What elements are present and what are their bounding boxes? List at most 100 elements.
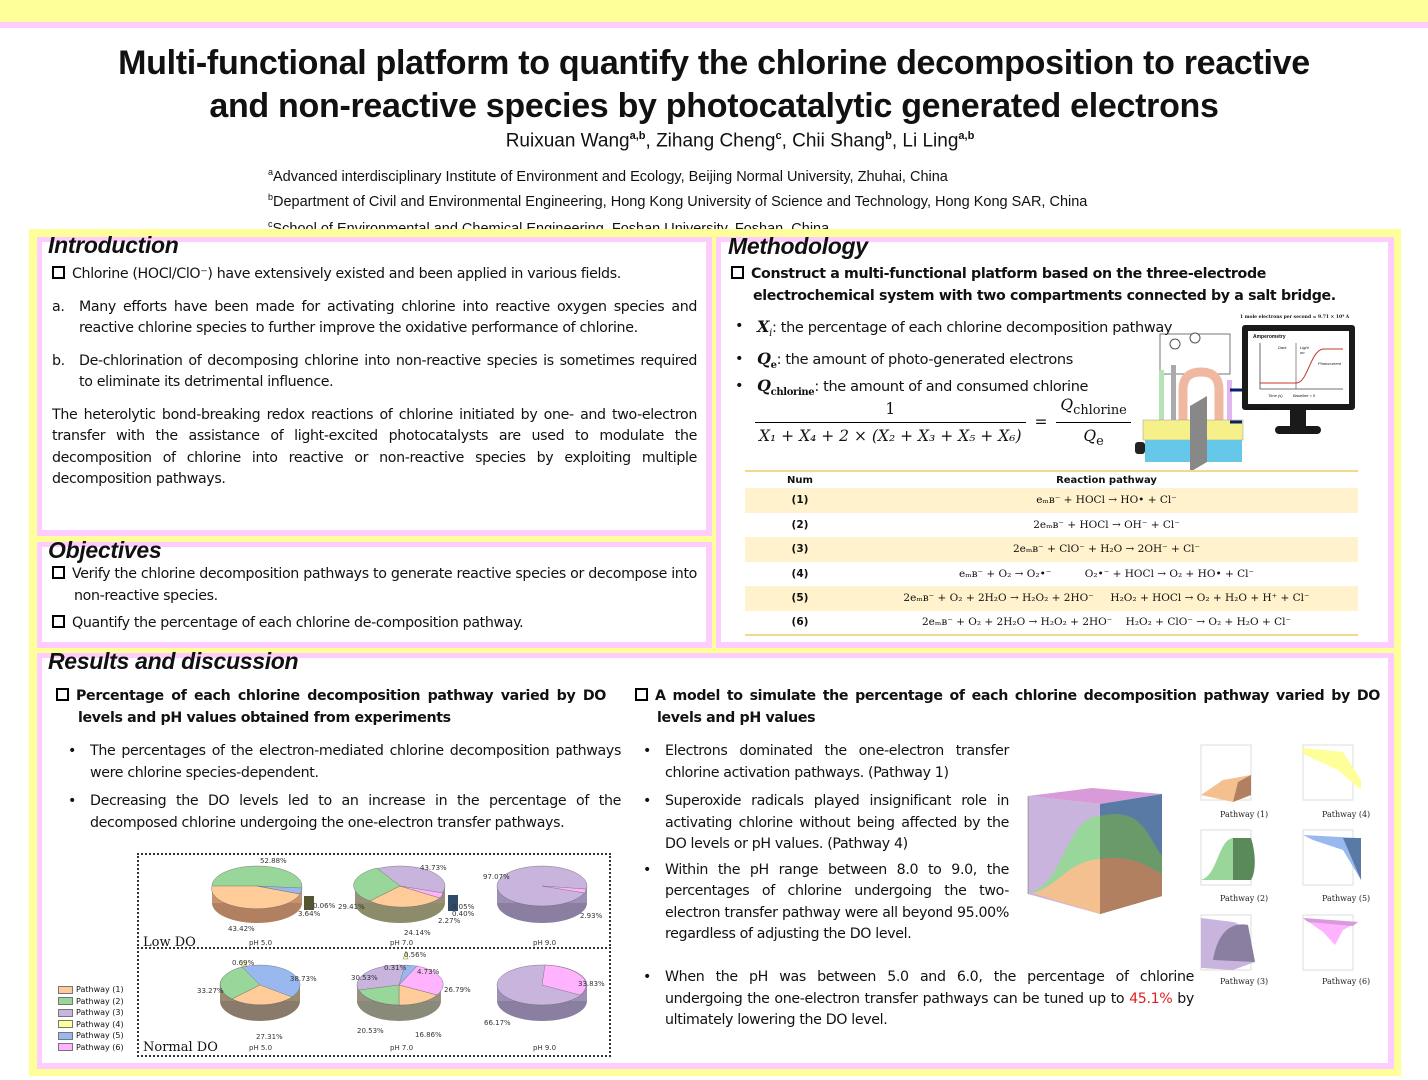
top-banner bbox=[0, 0, 1428, 22]
pie-label: 0.56% bbox=[404, 951, 427, 959]
legend-item: Pathway (1) bbox=[58, 984, 124, 996]
result-bullet: Superoxide radicals played insignificant… bbox=[641, 791, 1009, 856]
legend-item: Pathway (4) bbox=[58, 1019, 124, 1031]
subscript: chlorine bbox=[770, 386, 815, 398]
results-right-heading: A model to simulate the percentage of ea… bbox=[635, 686, 1380, 729]
table-row: (3) 2eₘʙ⁻ + ClO⁻ + H₂O → 2OH⁻ + Cl⁻ bbox=[745, 537, 1358, 562]
legend-label: Pathway (4) bbox=[76, 1019, 124, 1029]
pathway-reaction: 2eₘʙ⁻ + O₂ + 2H₂O → H₂O₂ + 2HO⁻ H₂O₂ + H… bbox=[855, 586, 1358, 611]
photocurrent-label: Photocurrent bbox=[1318, 361, 1341, 366]
author-sup: b bbox=[885, 130, 892, 142]
affiliation: bDepartment of Civil and Environmental E… bbox=[268, 187, 1087, 212]
surface-caption: Pathway (4) bbox=[1322, 810, 1371, 819]
result-bullet: The percentages of the electron-mediated… bbox=[66, 741, 621, 784]
result-bullet: Decreasing the DO levels led to an incre… bbox=[66, 791, 621, 834]
results-right-final-bullet: When the pH was between 5.0 and 6.0, the… bbox=[641, 967, 1194, 1032]
methodology-bullet: Construct a multi-functional platform ba… bbox=[731, 264, 1381, 307]
result-bullet: When the pH was between 5.0 and 6.0, the… bbox=[641, 967, 1194, 1032]
monitor-base bbox=[1275, 426, 1321, 434]
objectives-panel bbox=[42, 547, 706, 642]
bullet-text: by ultimately lowering the DO level. bbox=[665, 990, 1194, 1029]
introduction-item-b: b. De-chlorination of decomposing chlorin… bbox=[52, 351, 697, 394]
pie-label: 0.31% bbox=[384, 964, 407, 972]
swatch bbox=[58, 1031, 73, 1040]
surface-pathway-3 bbox=[1200, 914, 1255, 971]
author-sup: a,b bbox=[629, 130, 646, 142]
methodology-title: Methodology bbox=[728, 233, 868, 259]
pathway-reaction: 2eₘʙ⁻ + O₂ + 2H₂O → H₂O₂ + 2HO⁻ H₂O₂ + C… bbox=[855, 610, 1358, 636]
monitor-stand bbox=[1290, 410, 1306, 428]
legend-item: Pathway (6) bbox=[58, 1042, 124, 1054]
author-name: Chii Shang bbox=[792, 130, 886, 152]
pie-label: 30.53% bbox=[351, 974, 378, 982]
surface-pathway-5 bbox=[1302, 829, 1361, 886]
checkbox-square-icon bbox=[56, 688, 69, 701]
table-row: (5) 2eₘʙ⁻ + O₂ + 2H₂O → H₂O₂ + 2HO⁻ H₂O₂ … bbox=[745, 586, 1358, 611]
surface-caption: Pathway (6) bbox=[1322, 977, 1371, 986]
pie-label: 20.53% bbox=[357, 1027, 384, 1035]
swatch bbox=[58, 997, 73, 1006]
heading-text: Percentage of each chlorine decompositio… bbox=[76, 688, 606, 726]
results-left-bullets: The percentages of the electron-mediated… bbox=[66, 741, 621, 834]
affil-text: Department of Civil and Environmental En… bbox=[273, 193, 1088, 210]
methodology-panel bbox=[721, 242, 1388, 642]
checkbox-square-icon bbox=[52, 566, 65, 579]
pie-label: 2.27% bbox=[438, 917, 461, 925]
objective-item: Quantify the percentage of each chlorine… bbox=[52, 613, 697, 635]
heading-text: A model to simulate the percentage of ea… bbox=[655, 688, 1380, 726]
affil-sup: a bbox=[268, 167, 274, 177]
time-axis-label: Time (s) bbox=[1268, 393, 1283, 398]
pie-charts bbox=[211, 865, 588, 1021]
electrochemical-cell-icon bbox=[1135, 332, 1244, 470]
introduction-title: Introduction bbox=[48, 232, 179, 258]
pie-normdo-ph9 bbox=[496, 964, 588, 1021]
legend-label: Pathway (2) bbox=[76, 996, 124, 1006]
objective-text: Quantify the percentage of each chlorine… bbox=[72, 615, 524, 631]
pathway-legend: Pathway (1) Pathway (2) Pathway (3) Path… bbox=[58, 984, 124, 1053]
author-name: Li Ling bbox=[902, 130, 959, 152]
results-left-heading: Percentage of each chlorine decompositio… bbox=[56, 686, 606, 729]
pie-label: 0.40% bbox=[452, 910, 475, 918]
pie-lowdo-ph5 bbox=[211, 865, 314, 923]
pathway-num: (5) bbox=[745, 586, 855, 611]
pathway-num: (6) bbox=[745, 610, 855, 636]
lhs-denominator: X₁ + X₄ + 2 × (X₂ + X₃ + X₅ + X₆) bbox=[755, 422, 1026, 445]
objectives-title: Objectives bbox=[48, 537, 162, 563]
result-bullet: Within the pH range between 8.0 to 9.0, … bbox=[641, 860, 1009, 946]
table-header-row: Num Reaction pathway bbox=[745, 470, 1358, 488]
pathway-reaction: 2eₘʙ⁻ + HOCl → OH⁻ + Cl⁻ bbox=[1033, 518, 1180, 531]
pie-label: 43.42% bbox=[228, 925, 255, 933]
author-sup: c bbox=[775, 130, 782, 142]
pathway-reaction: eₘʙ⁻ + HOCl → HO• + Cl⁻ bbox=[855, 488, 1358, 513]
pie-label: 38.73% bbox=[290, 975, 317, 983]
def-xi: Xi: the percentage of each chlorine deco… bbox=[733, 314, 1203, 346]
highlight-value: 45.1% bbox=[1129, 990, 1173, 1007]
light-label: Light on bbox=[1300, 345, 1309, 355]
top-banner-stripe bbox=[0, 22, 1428, 28]
pie-normdo-ph7 bbox=[356, 950, 444, 1021]
affiliations: aAdvanced interdisciplinary Institute of… bbox=[268, 162, 1087, 238]
swatch bbox=[58, 1043, 73, 1052]
surface-pathway-2 bbox=[1200, 829, 1255, 886]
pie-lowdo-ph7 bbox=[353, 865, 458, 923]
pathway-num: (4) bbox=[791, 567, 809, 580]
author-list: Ruixuan Wanga,b, Zihang Chengc, Chii Sha… bbox=[505, 130, 975, 152]
pie-label: 27.31% bbox=[256, 1033, 283, 1041]
rhs-denominator-sub: e bbox=[1096, 434, 1104, 450]
pie-label: 33.83% bbox=[578, 980, 605, 988]
swatch bbox=[58, 985, 73, 994]
pathway-surface-plots bbox=[1200, 744, 1361, 971]
pie-label: 4.73% bbox=[417, 968, 440, 976]
results-right-bullets: Electrons dominated the one-electron tra… bbox=[641, 741, 1009, 946]
checkbox-square-icon bbox=[635, 688, 648, 701]
column-header-reaction: Reaction pathway bbox=[855, 470, 1358, 488]
surface-pathway-4 bbox=[1302, 744, 1361, 801]
affil-sup: c bbox=[268, 218, 273, 229]
rhs-numerator-sub: chlorine bbox=[1073, 403, 1127, 419]
pathway-num: (3) bbox=[745, 537, 855, 562]
low-do-pie-box bbox=[137, 853, 611, 949]
surface-caption: Pathway (3) bbox=[1220, 977, 1269, 986]
introduction-paragraph: The heterolytic bond-breaking redox reac… bbox=[52, 406, 697, 488]
def-qe: Qe: the amount of photo-generated electr… bbox=[733, 349, 1203, 376]
subscript: e bbox=[770, 359, 777, 371]
